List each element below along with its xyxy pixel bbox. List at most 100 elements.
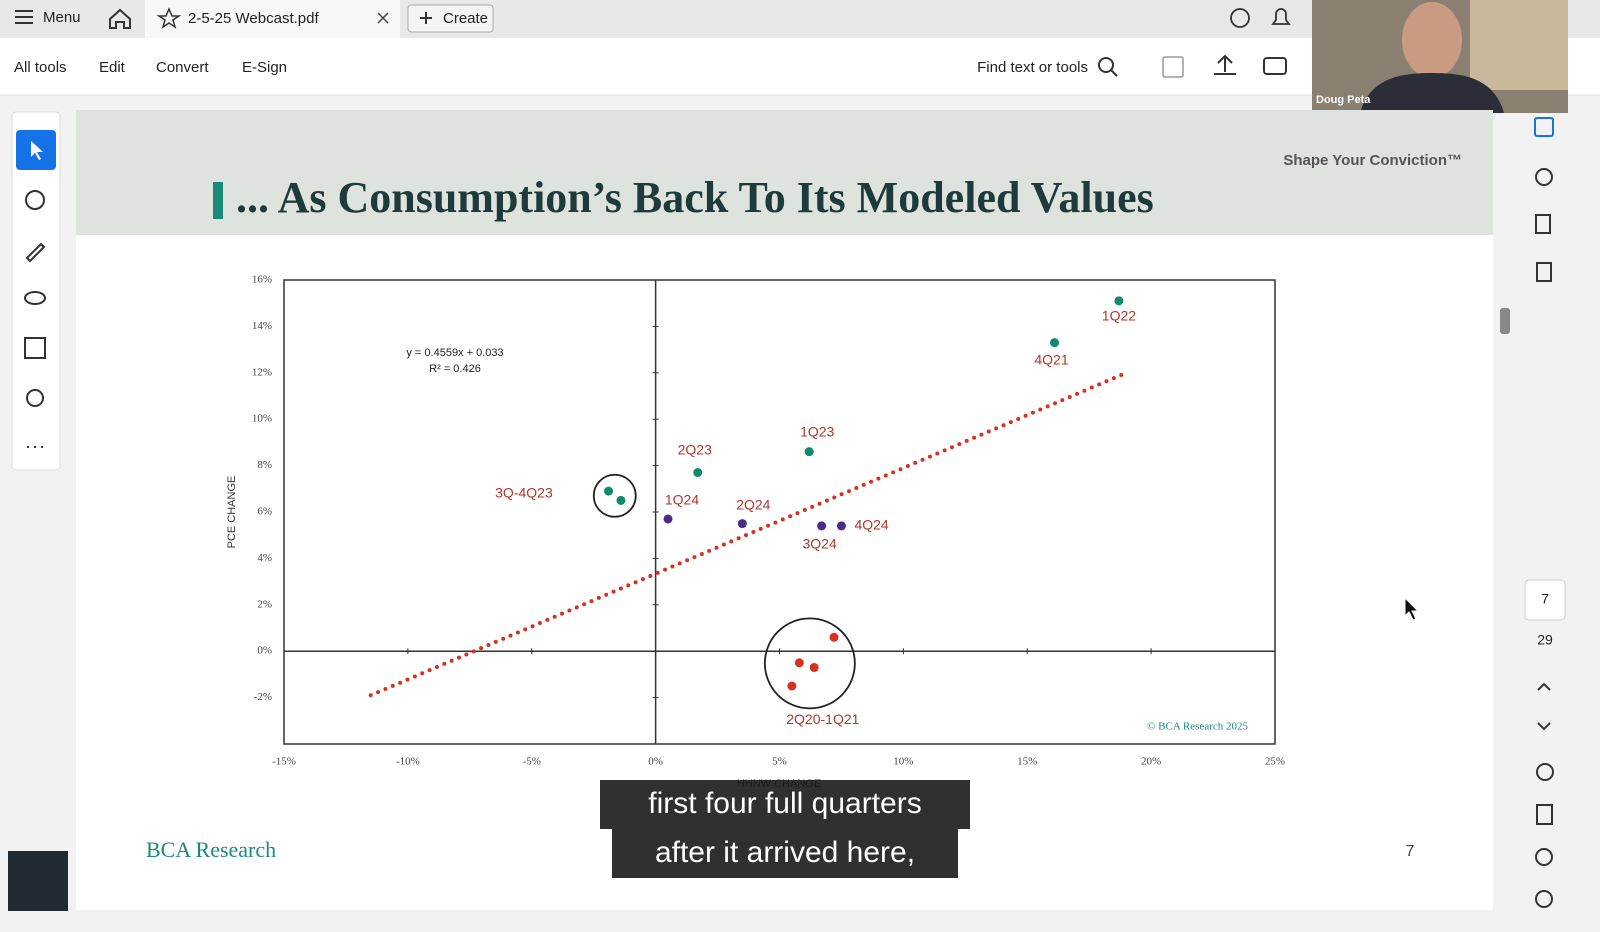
y-tick-label: 14%: [252, 320, 272, 332]
source: © BCA Research 2025: [1147, 721, 1248, 733]
point-label: 4Q21: [1034, 351, 1068, 367]
zoom-out[interactable]: [1535, 890, 1553, 908]
point: [693, 468, 703, 478]
tool-rail: [11, 111, 61, 471]
create-label: Create: [443, 10, 488, 27]
trendline: [368, 370, 1129, 698]
x-tick-label: 10%: [893, 756, 913, 768]
caption-box: [600, 780, 970, 829]
text-tool[interactable]: [24, 337, 46, 359]
tool-convert[interactable]: Convert: [156, 59, 209, 76]
search-field[interactable]: Find text or tools: [977, 59, 1088, 76]
tool-all[interactable]: All tools: [14, 59, 67, 76]
y-tick-label: -2%: [254, 691, 272, 703]
tool-edit[interactable]: Edit: [99, 59, 126, 76]
point-label: 1Q23: [800, 423, 834, 439]
tab-title: 2-5-25 Webcast.pdf: [188, 10, 319, 27]
draw-tool[interactable]: [25, 242, 46, 263]
video-body: [1360, 73, 1504, 113]
group-ring: [592, 473, 637, 518]
help-icon[interactable]: [1230, 8, 1250, 28]
menu-button[interactable]: Menu: [15, 9, 81, 26]
create-button[interactable]: [407, 4, 494, 33]
rail-icon[interactable]: [1534, 117, 1554, 137]
save-icon[interactable]: [1162, 56, 1184, 78]
page-box[interactable]: [1524, 579, 1566, 621]
home-icon[interactable]: [109, 8, 131, 29]
equation: y = 0.4559x + 0.033: [406, 347, 503, 359]
rail-icon[interactable]: [1536, 262, 1552, 282]
rotate[interactable]: [1536, 763, 1554, 781]
extract[interactable]: [1536, 804, 1553, 825]
caption-line: first four full quarters: [648, 787, 921, 820]
point-label: 3Q-4Q23: [495, 484, 553, 500]
rail-icon[interactable]: [1535, 214, 1551, 234]
star-icon[interactable]: [156, 7, 182, 29]
page-down[interactable]: [1537, 722, 1551, 731]
page-up[interactable]: [1537, 682, 1551, 691]
point: [663, 514, 673, 524]
caption-line: after it arrived here,: [655, 836, 915, 869]
point: [737, 519, 747, 529]
chart-title: ... As Consumption’s Back To Its Modeled…: [236, 173, 1154, 222]
close-tab[interactable]: [377, 12, 389, 24]
y-axis-label: PCE CHANGE: [226, 476, 238, 549]
rail-icon[interactable]: [1535, 168, 1553, 186]
shape-tool[interactable]: [24, 291, 46, 305]
point: [817, 521, 827, 531]
point-label: 1Q22: [1102, 308, 1136, 324]
x-tick-label: 20%: [1141, 756, 1161, 768]
menu-icon: [15, 10, 33, 24]
tool-esign[interactable]: E-Sign: [242, 59, 287, 76]
tab[interactable]: [145, 0, 400, 38]
point: [787, 681, 797, 691]
bell-icon[interactable]: [1271, 8, 1291, 25]
video-face: [1402, 2, 1462, 78]
print-icon[interactable]: [1263, 57, 1287, 75]
comment-tool[interactable]: [25, 190, 45, 210]
point-label: 1Q24: [665, 492, 699, 508]
x-tick-label: 15%: [1017, 756, 1037, 768]
plot-frame: [283, 279, 1276, 745]
point: [809, 662, 819, 672]
caption-box: [612, 829, 958, 878]
mouse-cursor: [1404, 596, 1420, 621]
brand: BCA Research: [146, 837, 276, 862]
y-tick-label: 6%: [257, 506, 272, 518]
point-label: 2Q23: [678, 441, 712, 457]
cursor-icon: [31, 141, 43, 160]
page-current: 7: [1541, 591, 1549, 607]
point: [829, 632, 839, 642]
stamp-tool[interactable]: [26, 389, 44, 407]
x-tick-label: 5%: [772, 756, 787, 768]
page-total: 29: [1537, 632, 1553, 648]
zoom-in[interactable]: [1535, 848, 1553, 866]
y-tick-label: 0%: [257, 645, 272, 657]
y-tick-label: 2%: [257, 598, 272, 610]
slide: [76, 110, 1493, 910]
y-tick-label: 10%: [252, 413, 272, 425]
point-label: 4Q24: [854, 517, 888, 533]
scrollbar[interactable]: [1500, 308, 1510, 334]
x-tick-label: -5%: [523, 756, 541, 768]
point: [804, 447, 814, 457]
search-icon[interactable]: [1098, 57, 1118, 77]
video-name: Doug Peta: [1316, 94, 1371, 106]
group-ring: [763, 617, 856, 710]
y-tick-label: 16%: [252, 274, 272, 286]
plus-icon: [420, 12, 432, 24]
point: [794, 658, 804, 668]
x-tick-label: 0%: [648, 756, 663, 768]
y-tick-label: 8%: [257, 459, 272, 471]
point: [1050, 338, 1060, 348]
x-tick-label: -10%: [396, 756, 420, 768]
point-label: 2Q20-1Q21: [786, 711, 859, 727]
thumbnail[interactable]: [8, 851, 68, 911]
upload-icon[interactable]: [1214, 54, 1236, 75]
point: [604, 486, 614, 496]
y-tick-label: 12%: [252, 366, 272, 378]
r-squared: R² = 0.426: [429, 363, 481, 375]
point-label: 3Q24: [802, 536, 836, 552]
point: [836, 521, 846, 531]
